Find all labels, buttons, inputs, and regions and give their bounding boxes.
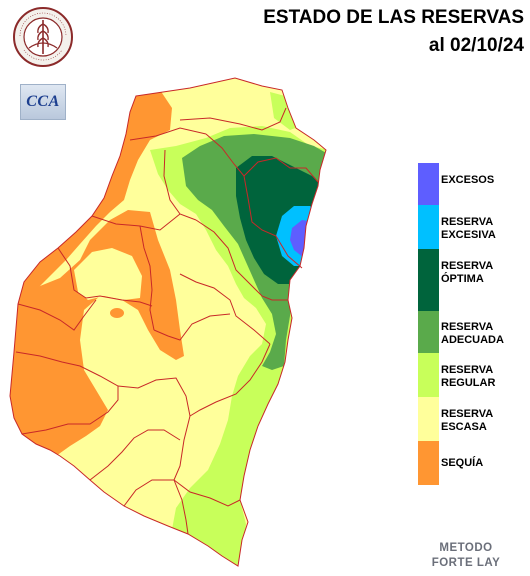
- legend-item-reserva-regular: RESERVA REGULAR: [418, 353, 528, 397]
- title-line-1: ESTADO DE LAS RESERVAS: [263, 7, 524, 28]
- method-label: METODO FORTE LAY: [431, 542, 501, 569]
- legend-swatch-sequia: [418, 441, 439, 485]
- legend-label-reserva-optima: RESERVA ÓPTIMA: [441, 260, 494, 285]
- cca-logo-text: CCA: [26, 93, 60, 110]
- legend-item-sequia: SEQUÍA: [418, 441, 528, 485]
- legend-item-reserva-adecuada: RESERVA ADECUADA: [418, 311, 528, 353]
- zone-escasa-island: [74, 248, 142, 300]
- legend-label-reserva-adecuada: RESERVA ADECUADA: [441, 321, 504, 346]
- legend-swatch-reserva-regular: [418, 353, 439, 397]
- legend-item-excesos: EXCESOS: [418, 163, 528, 205]
- map-title: ESTADO DE LAS RESERVAS al 02/10/24: [263, 4, 524, 60]
- zone-sequia-spot: [110, 308, 124, 318]
- legend-label-excesos: EXCESOS: [441, 174, 495, 186]
- legend-swatch-reserva-excesiva: [418, 205, 439, 249]
- department-borders: [9, 77, 327, 567]
- title-line-2: al 02/10/24: [428, 35, 524, 56]
- legend-swatch-reserva-escasa: [418, 397, 439, 441]
- legend-item-reserva-excesiva: RESERVA EXCESIVA: [418, 205, 528, 249]
- legend-swatch-reserva-adecuada: [418, 311, 439, 353]
- legend-label-sequia: SEQUÍA: [441, 457, 484, 469]
- zone-sequia-north: [96, 90, 172, 216]
- bolsa-cereales-logo: [13, 7, 73, 67]
- legend-label-reserva-excesiva: RESERVA EXCESIVA: [441, 216, 496, 241]
- legend-item-reserva-optima: RESERVA ÓPTIMA: [418, 249, 528, 311]
- legend-swatch-excesos: [418, 163, 439, 205]
- cca-logo: CCA: [20, 84, 66, 120]
- legend-item-reserva-escasa: RESERVA ESCASA: [418, 397, 528, 441]
- legend-swatch-reserva-optima: [418, 249, 439, 311]
- legend-label-reserva-escasa: RESERVA ESCASA: [441, 408, 494, 433]
- legend-label-reserva-regular: RESERVA REGULAR: [441, 364, 496, 389]
